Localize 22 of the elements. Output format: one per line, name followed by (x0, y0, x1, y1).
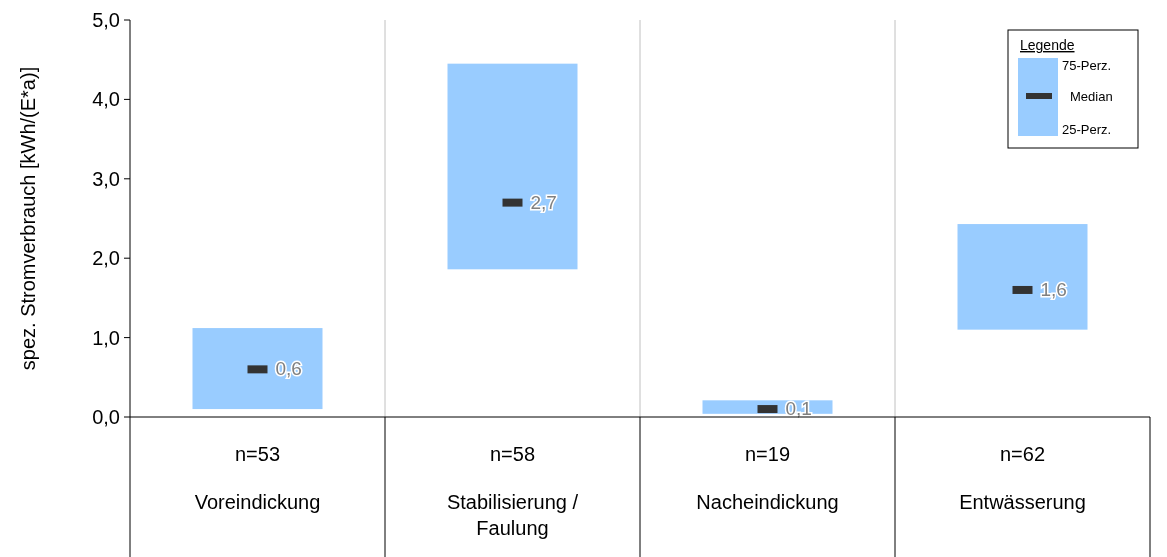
bar (192, 328, 323, 410)
legend-label: Median (1070, 89, 1113, 104)
data-label: 0,6 (275, 358, 302, 380)
y-axis-title: spez. Stromverbrauch [kWh/(E*a)] (17, 66, 39, 371)
y-tick-label: 1,0 (92, 326, 120, 349)
y-tick-label: 5,0 (92, 9, 120, 31)
data-label: 1,6 (1040, 278, 1067, 300)
category-label: n=19 Nacheindickung (696, 443, 839, 513)
y-tick-label: 3,0 (92, 167, 120, 190)
y-tick-label: 2,0 (92, 247, 120, 270)
annotation: 25-Perz. (1062, 122, 1112, 137)
annotation: 75-Perz. (1062, 58, 1112, 73)
category-label: n=62 Entwässerung (959, 443, 1086, 513)
bar (447, 63, 578, 270)
y-tick-label: 4,0 (92, 88, 120, 111)
legend-title: Legende (1020, 37, 1075, 53)
category-label: n=53 Voreindickung (194, 443, 321, 513)
category-label: n=58 Stabilisierung / Faulung (446, 443, 579, 539)
y-tick-label: 0,0 (92, 406, 120, 428)
data-label: 2,7 (530, 191, 557, 213)
data-label: 0,1 (785, 398, 812, 420)
bar (957, 224, 1088, 330)
